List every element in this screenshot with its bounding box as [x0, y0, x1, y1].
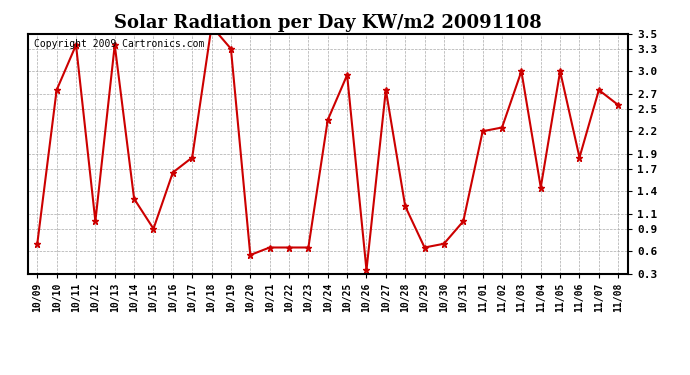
Text: Copyright 2009 Cartronics.com: Copyright 2009 Cartronics.com [34, 39, 204, 48]
Title: Solar Radiation per Day KW/m2 20091108: Solar Radiation per Day KW/m2 20091108 [114, 14, 542, 32]
